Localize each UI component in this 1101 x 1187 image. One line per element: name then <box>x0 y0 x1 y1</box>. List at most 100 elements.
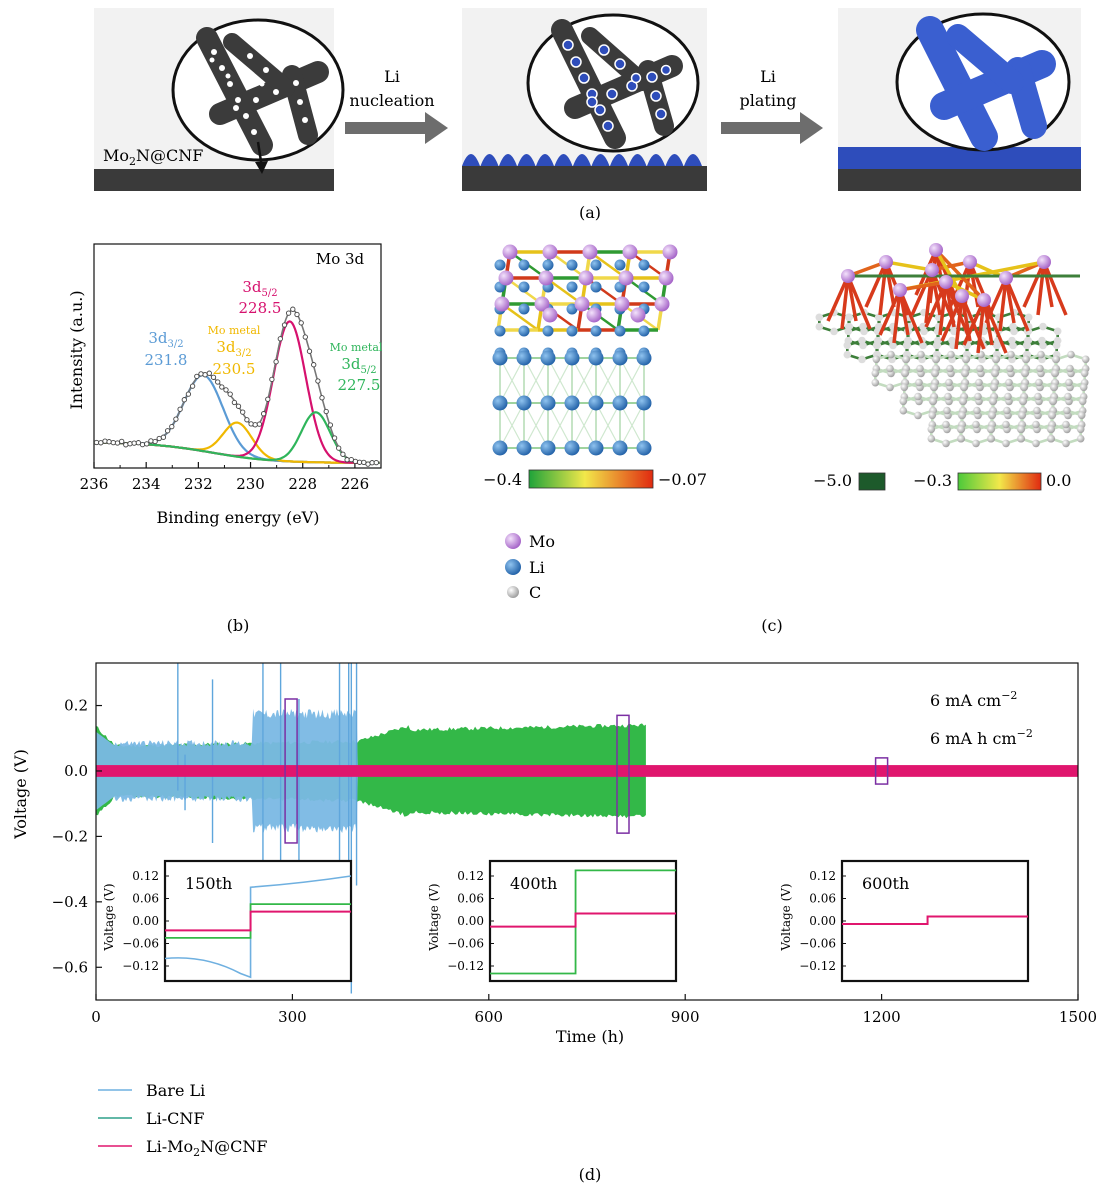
b-data-point <box>181 397 187 403</box>
c-atom <box>1038 336 1046 345</box>
mo-atom <box>662 244 678 260</box>
c-atom <box>871 378 880 387</box>
mo-atom <box>614 296 630 312</box>
c-atom <box>987 425 996 434</box>
d-ytick-label: −0.4 <box>52 893 88 911</box>
peak-value-230: 230.5 <box>213 360 256 378</box>
c-atom <box>1049 397 1058 406</box>
mo-atom <box>929 243 943 257</box>
c-atom <box>1021 369 1030 378</box>
mo2n-graphene-structure <box>815 243 1090 448</box>
li-atom <box>636 395 652 411</box>
mo-atom <box>893 283 907 297</box>
b-data-point <box>285 310 292 316</box>
annotation-capacity: 6 mA h cm−2 <box>930 727 1033 748</box>
c-atom <box>1007 350 1015 359</box>
b-data-point <box>177 406 183 412</box>
colorbar-left <box>528 469 654 489</box>
b-data-point <box>244 417 250 423</box>
li-atom <box>564 440 580 456</box>
inset-ylabel: Voltage (V) <box>427 883 441 951</box>
mo2n-li-structure <box>492 244 678 456</box>
lattice-bond <box>619 402 645 449</box>
li-nucleus <box>554 154 573 166</box>
series-li-mo2n <box>96 765 1078 777</box>
cycle-highlight-box <box>284 698 298 844</box>
li-atom <box>590 281 602 293</box>
li-atom <box>590 325 602 337</box>
legend-bare-li: Bare Li <box>146 1081 205 1100</box>
c-atom <box>959 397 968 406</box>
b-data-point <box>123 442 129 448</box>
c-atom <box>1052 341 1061 350</box>
c-atom <box>872 355 881 364</box>
mo-mo-bond <box>885 260 933 272</box>
c-atom <box>1022 355 1031 364</box>
c-atom <box>875 313 884 322</box>
b-title: Mo 3d <box>316 250 365 268</box>
c-atom <box>976 364 984 373</box>
li-atom <box>494 325 506 337</box>
b-data-point <box>106 439 112 445</box>
b-data-point <box>227 391 233 397</box>
lattice-bond <box>595 357 621 404</box>
li-atom <box>588 440 604 456</box>
mo-atom <box>963 255 977 269</box>
b-data-point <box>194 373 200 380</box>
inset-li-mo2n <box>490 912 676 928</box>
step1-line2: nucleation <box>349 91 434 110</box>
c-atom <box>973 406 981 415</box>
b-data-point <box>139 441 146 448</box>
material-label: Mo2N@CNF <box>103 146 203 168</box>
mo-c-bond <box>982 299 1008 354</box>
mo-c-bond <box>846 275 872 330</box>
panel-c-label: (c) <box>761 616 782 635</box>
c-atom <box>1079 383 1088 392</box>
mo-atom <box>498 270 514 286</box>
li-atom <box>542 325 554 337</box>
colorbar-right-low-label: −5.0 <box>813 471 852 490</box>
mo-atom <box>879 255 893 269</box>
li-atom <box>518 303 530 315</box>
li-atom <box>540 440 556 456</box>
peak-label-3d52-metal: 3d5/2 <box>341 355 376 376</box>
b-xtick-label: 228 <box>288 475 317 493</box>
inset-cycle-label: 150th <box>185 874 232 893</box>
li-atom <box>518 259 530 271</box>
b-data-point <box>215 379 221 385</box>
mo-atom <box>582 244 598 260</box>
mo-c-bond <box>960 295 986 350</box>
c-atom <box>974 392 982 401</box>
li-nucleus <box>462 154 480 166</box>
c-atom <box>887 350 895 359</box>
legend-c: C <box>529 583 541 602</box>
mo-atom <box>658 270 674 286</box>
mo-atom <box>578 270 594 286</box>
c-atom <box>899 406 908 415</box>
legend-mo-marker <box>505 533 521 549</box>
li-atom <box>492 440 508 456</box>
c-atom <box>947 350 955 359</box>
b-data-point <box>219 384 225 390</box>
peak-value-231: 231.8 <box>145 351 188 369</box>
b-data-point <box>319 395 325 401</box>
c-atom <box>1076 434 1085 443</box>
b-data-point <box>290 306 296 312</box>
c-atom <box>1062 439 1070 448</box>
b-data-point <box>277 336 283 342</box>
mo-atom <box>955 289 969 303</box>
b-xtick-label: 236 <box>80 475 109 493</box>
b-data-point <box>256 421 263 427</box>
c-atom <box>901 369 910 378</box>
b-data-point <box>202 372 208 378</box>
mo-atom <box>574 296 590 312</box>
d-ytick-label: 0.2 <box>64 697 88 715</box>
mo-atom <box>618 270 634 286</box>
cycle-highlight-box <box>616 714 630 834</box>
inset-cycle-label: 400th <box>510 874 557 893</box>
c-atom <box>962 355 971 364</box>
peak-label-mometal-a: Mo metal <box>208 324 261 337</box>
mo-c-bond <box>998 277 1008 332</box>
plot-b-frame <box>93 243 382 469</box>
